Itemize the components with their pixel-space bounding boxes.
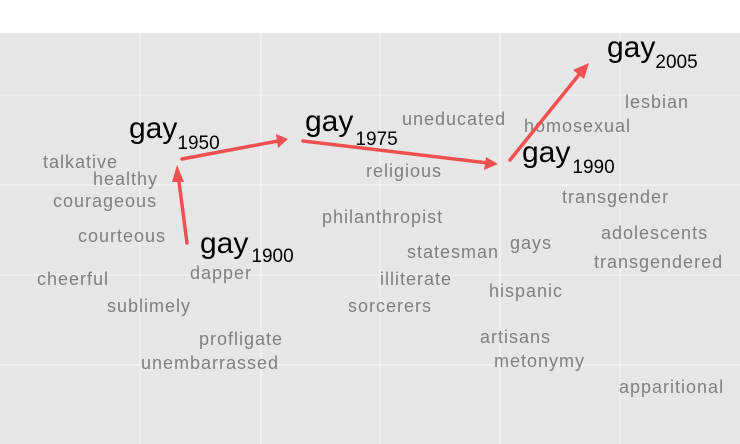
label-gay-1975: gay1975 [305, 105, 398, 150]
word-healthy: healthy [93, 169, 158, 189]
label-year: 2005 [655, 52, 697, 73]
time-labels: gay 1900 gay1950 gay1975 gay 1990 gay2005 [129, 31, 698, 267]
label-gay-1950: gay1950 [129, 112, 220, 154]
word-apparitional: apparitional [619, 377, 724, 397]
label-base: gay [607, 31, 655, 64]
word-talkative: talkative [43, 152, 118, 172]
arrowhead-1950 [172, 165, 184, 182]
word-hispanic: hispanic [489, 281, 563, 301]
word-sorcerers: sorcerers [348, 296, 432, 316]
label-base: gay [305, 105, 353, 138]
word-gays: gays [510, 233, 552, 253]
label-gay-1990: gay 1990 [522, 136, 615, 178]
label-base: gay [200, 227, 248, 260]
label-gay-1900: gay 1900 [200, 227, 294, 267]
word-sublimely: sublimely [107, 296, 191, 316]
word-transgendered: transgendered [594, 252, 723, 272]
plot-panel [0, 33, 740, 444]
word-profligate: profligate [199, 329, 283, 349]
word-dapper: dapper [190, 263, 252, 283]
arrow-1900-to-1950 [176, 172, 189, 245]
arrow-1950-to-1975 [180, 139, 280, 161]
word-religious: religious [366, 161, 442, 181]
trajectory-arrows [172, 63, 589, 245]
word-homosexual: homosexual [524, 116, 631, 136]
word-lesbian: lesbian [625, 92, 689, 112]
word-adolescents: adolescents [601, 223, 708, 243]
label-year: 1975 [355, 129, 397, 150]
arrow-1990-to-2005 [508, 69, 584, 162]
word-transgender: transgender [562, 187, 669, 207]
label-base: gay [522, 136, 570, 169]
word-courteous: courteous [78, 226, 166, 246]
arrow-1975-to-1990 [301, 139, 490, 165]
word-unembarrassed: unembarrassed [141, 353, 279, 373]
label-year: 1990 [572, 157, 614, 178]
arrowhead-1975 [276, 134, 288, 148]
label-base: gay [129, 112, 177, 145]
word-uneducated: uneducated [402, 109, 506, 129]
word-metonymy: metonymy [494, 351, 585, 371]
word-statesman: statesman [407, 242, 499, 262]
arrowhead-2005 [573, 63, 589, 79]
label-year: 1900 [251, 246, 293, 267]
word-philanthropist: philanthropist [322, 207, 443, 227]
arrowhead-1990 [484, 157, 498, 170]
neighbor-words: talkative healthy courageous courteous c… [37, 92, 724, 397]
word-courageous: courageous [53, 191, 157, 211]
label-gay-2005: gay2005 [607, 31, 698, 73]
label-year: 1950 [177, 133, 219, 154]
word-artisans: artisans [480, 327, 551, 347]
word-cheerful: cheerful [37, 269, 109, 289]
word-illiterate: illiterate [380, 269, 452, 289]
gridlines [0, 33, 740, 444]
